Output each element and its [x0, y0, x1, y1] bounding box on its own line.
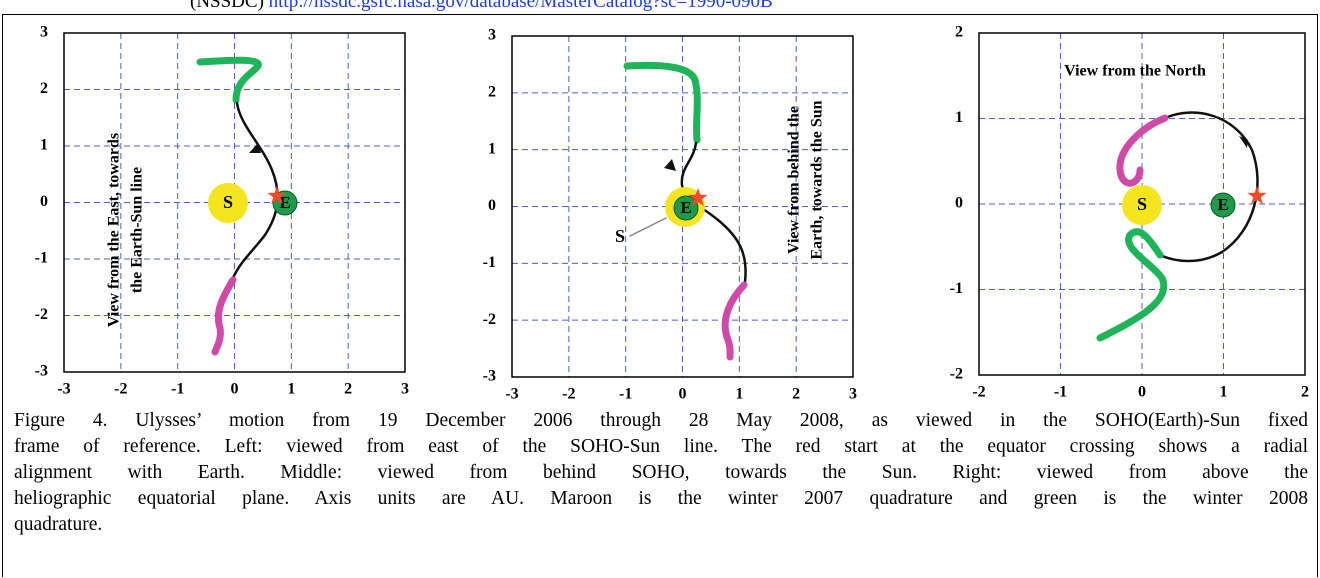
x-tick-label: -1	[619, 386, 632, 400]
y-tick-label: 3	[40, 24, 48, 41]
x-tick-label: 2	[792, 386, 800, 400]
black-track	[1158, 111, 1259, 263]
y-tick-label: -1	[483, 254, 496, 271]
panel	[511, 35, 854, 378]
green-track	[196, 56, 262, 104]
x-tick-label: 3	[401, 381, 409, 398]
sun-label: S	[223, 192, 233, 212]
arrow	[1239, 136, 1248, 148]
earth-label: E	[1217, 195, 1228, 214]
y-tick-label: 0	[955, 195, 963, 212]
x-tick-label: 3	[849, 386, 857, 400]
x-tick-label: -2	[562, 386, 575, 400]
star	[688, 188, 708, 207]
x-tick-label: -1	[171, 381, 184, 398]
x-tick-label: -2	[972, 384, 985, 400]
y-tick-label: -1	[35, 250, 48, 267]
plot-border	[978, 32, 1306, 376]
annotation: View from the East, towards	[106, 133, 123, 327]
caption-line: heliographic equatorial plane. Axis unit…	[14, 488, 1308, 509]
plot-border	[511, 35, 854, 378]
arrow	[664, 159, 676, 171]
y-tick-label: 2	[488, 84, 496, 101]
y-tick-label: 0	[40, 193, 48, 210]
x-tick-label: 2	[344, 381, 352, 398]
green-track	[1096, 228, 1168, 342]
x-tick-label: 2	[1301, 384, 1309, 400]
x-tick-label: 1	[1220, 384, 1228, 400]
earth-label: E	[680, 198, 691, 217]
maroon-track	[211, 276, 237, 356]
caption-line: alignment with Earth. Middle: viewed fro…	[14, 462, 1308, 483]
header: (NSSDC) http://nssdc.gsfc.nasa.gov/datab…	[190, 0, 773, 13]
sun	[208, 183, 248, 223]
maroon-track	[1116, 114, 1169, 187]
x-tick-label: 1	[287, 381, 295, 398]
star	[1247, 186, 1267, 205]
y-tick-label: -2	[483, 311, 496, 328]
sun-label: S	[1137, 194, 1147, 214]
figure-frame	[2, 14, 1318, 577]
sun	[1122, 185, 1162, 225]
x-tick-label: 0	[1138, 384, 1146, 400]
earth	[673, 195, 699, 221]
x-tick-label: 0	[231, 381, 239, 398]
figure: -3 -2 -1 0 1 2 3 -3 -2 -1 0 1 2 3 S E View from the East…	[35, 24, 1309, 400]
y-tick-label: 2	[40, 80, 48, 97]
link[interactable]: http://nssdc.gsfc.nasa.gov/database/Mast…	[268, 0, 773, 12]
x-tick-label: 1	[735, 386, 743, 400]
annotation: View from behind the	[786, 106, 803, 254]
annotation: the Earth-Sun line	[129, 167, 146, 293]
sun-label: S	[615, 226, 625, 246]
x-tick-label: -3	[57, 381, 70, 398]
x-tick-label: -1	[1054, 384, 1067, 400]
y-tick-label: 2	[955, 24, 963, 41]
y-tick-label: -1	[950, 280, 963, 297]
y-tick-label: -2	[950, 366, 963, 383]
earth-label: E	[279, 193, 290, 212]
y-tick-label: -3	[35, 363, 48, 380]
plot-border	[63, 32, 406, 373]
caption-line: frame of reference. Left: viewed from ea…	[14, 436, 1308, 457]
caption-line: Figure 4. Ulysses’ motion from 19 Decemb…	[14, 410, 1308, 431]
y-tick-label: 1	[488, 140, 496, 157]
x-tick-label: -3	[505, 386, 518, 400]
arrow	[249, 143, 261, 153]
annotation: Earth, towards the Sun	[809, 100, 826, 259]
y-tick-label: -3	[483, 368, 496, 385]
maroon-track	[721, 281, 748, 361]
y-tick-label: 1	[40, 137, 48, 154]
earth	[1210, 192, 1236, 218]
x-tick-label: -2	[114, 381, 127, 398]
annotation: View from the North	[1064, 63, 1206, 80]
star	[267, 186, 287, 205]
caption-line: quadrature.	[14, 514, 103, 535]
source: (NSSDC)	[190, 0, 264, 12]
y-tick-label: 3	[488, 27, 496, 44]
y-tick-label: 0	[488, 197, 496, 214]
green-track	[623, 61, 701, 144]
pointer	[629, 217, 667, 237]
trajectories	[196, 56, 1259, 361]
caption: Figure 4. Ulysses’ motion from 19 Decemb…	[14, 408, 1308, 538]
y-tick-label: 1	[955, 109, 963, 126]
y-tick-label: -2	[35, 306, 48, 323]
x-tick-label: 0	[679, 386, 687, 400]
